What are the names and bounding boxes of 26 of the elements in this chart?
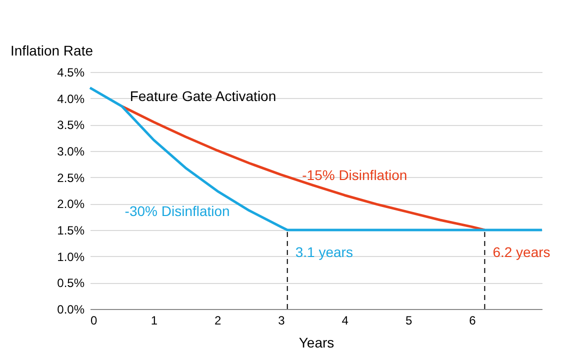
x-tick-label: 5 [405, 314, 412, 328]
annotation: Feature Gate Activation [130, 88, 276, 104]
ref-line-label: 6.2 years [492, 244, 550, 260]
y-tick-label: 0.5% [57, 276, 85, 290]
y-axis-title: Inflation Rate [10, 42, 94, 58]
y-tick-label: 0.0% [57, 302, 85, 316]
ref-line-label: 3.1 years [295, 244, 353, 260]
x-tick-label: 4 [342, 314, 349, 328]
y-tick-label: 1.0% [57, 250, 85, 264]
y-tick-label: 4.0% [57, 92, 85, 106]
y-tick-label: 3.0% [57, 144, 85, 158]
line-series [88, 86, 544, 232]
x-tick-label: 0 [90, 314, 98, 328]
y-tick-label: 2.5% [57, 170, 85, 185]
x-tick-label: 6 [469, 314, 476, 328]
series-label: -15% Disinflation [302, 167, 408, 184]
x-tick-label: 2 [214, 314, 222, 328]
series-label: -30% Disinflation [124, 203, 230, 220]
y-tick-label: 1.5% [57, 224, 85, 238]
y-tick-label: 2.0% [57, 197, 85, 212]
x-tick-label: 1 [150, 314, 158, 328]
y-tick-label: 4.5% [57, 66, 85, 80]
line-series [120, 104, 486, 232]
x-axis-title: Years [298, 334, 334, 350]
x-tick-label: 3 [278, 314, 286, 328]
y-tick-label: 3.5% [57, 118, 85, 132]
